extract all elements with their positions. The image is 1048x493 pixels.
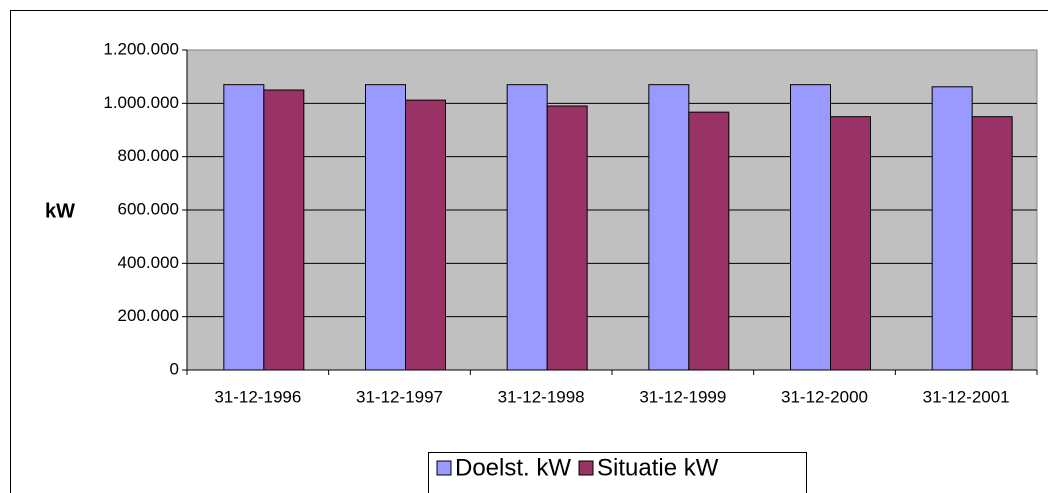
y-tick-label: 0 — [170, 359, 179, 378]
bar — [223, 84, 265, 371]
bar — [365, 84, 406, 371]
legend-box — [428, 452, 807, 493]
x-tick-label: 31-12-2000 — [781, 387, 868, 406]
y-tick-label: 1.200.000 — [103, 39, 179, 58]
y-axis-label: kW — [45, 200, 75, 222]
y-tick-label: 600.000 — [118, 199, 179, 218]
x-tick-label: 31-12-1997 — [356, 387, 443, 406]
bar — [830, 116, 871, 371]
x-tick-label: 31-12-1999 — [639, 387, 726, 406]
y-tick-label: 800.000 — [118, 146, 179, 165]
legend: Doelst. kW Situatie kW — [428, 452, 807, 493]
y-tick-label: 1.000.000 — [103, 93, 179, 112]
y-tick-label: 200.000 — [118, 306, 179, 325]
bar — [688, 111, 730, 371]
bar — [648, 84, 690, 371]
x-tick-label: 31-12-1996 — [214, 387, 301, 406]
x-tick-label: 31-12-1998 — [498, 387, 585, 406]
x-tick-label: 31-12-2001 — [923, 387, 1010, 406]
bar — [971, 116, 1013, 371]
bar — [931, 86, 973, 371]
bar — [263, 89, 305, 371]
bar — [546, 105, 588, 371]
bar — [506, 84, 548, 371]
bar — [405, 99, 446, 371]
bar — [790, 84, 831, 371]
legend-swatch — [436, 460, 452, 476]
legend-label: Doelst. kW — [455, 454, 571, 481]
legend-label: Situatie kW — [597, 454, 719, 481]
y-tick-label: 400.000 — [118, 253, 179, 272]
legend-swatch — [578, 460, 594, 476]
